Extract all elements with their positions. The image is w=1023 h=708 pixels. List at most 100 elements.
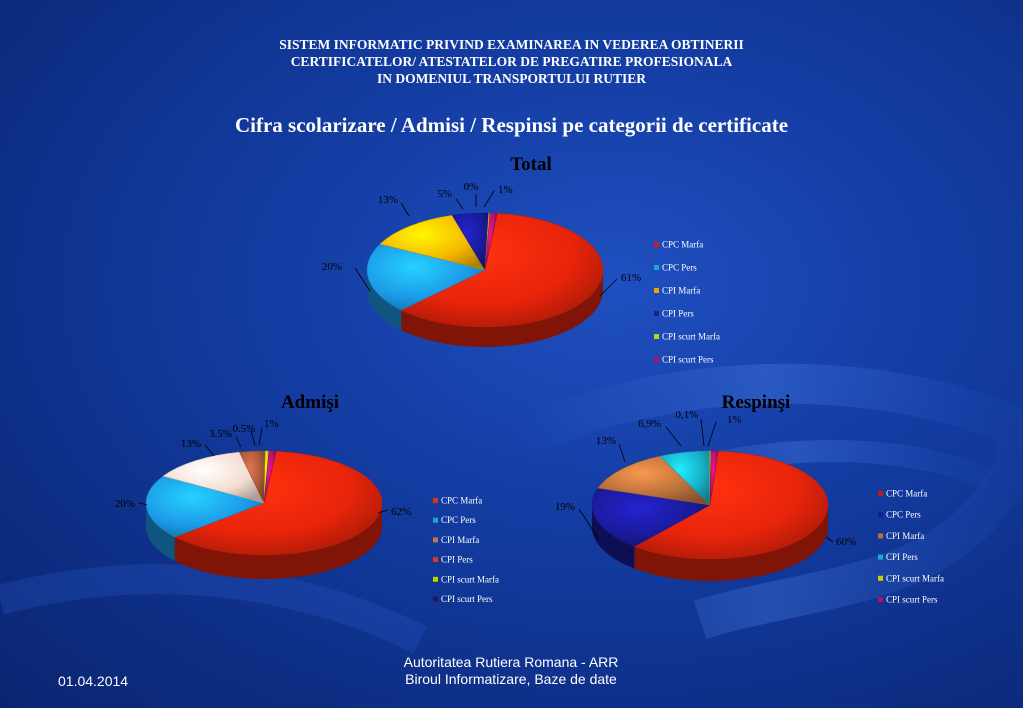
legend-swatch-1-0 — [433, 498, 438, 503]
data-label-2-2: 13% — [596, 435, 616, 447]
legend-swatch-2-2 — [878, 533, 883, 539]
legend-label-2-4: CPI scurt Marfa — [886, 573, 944, 583]
leader-line-0-1 — [354, 267, 371, 292]
leader-line-2-5 — [707, 421, 717, 447]
data-label-2-3: 6,9% — [638, 418, 661, 430]
pie-slice-1-2 — [162, 451, 265, 504]
footer-date: 01.04.2014 — [58, 673, 129, 689]
header-line-3: IN DOMENIUL TRANSPORTULUI RUTIER — [377, 71, 646, 86]
legend-swatch-2-3 — [878, 554, 883, 560]
legend-label-2-5: CPI scurt Pers — [886, 595, 938, 605]
data-label-2-4: 0,1% — [676, 409, 699, 421]
legend-label-0-2: CPI Marfa — [662, 286, 700, 296]
legend-label-0-4: CPI scurt Marfa — [662, 332, 720, 342]
leader-line-0-5 — [483, 190, 495, 208]
pie-slice-2-1 — [591, 487, 711, 547]
legend-label-2-2: CPI Marfa — [886, 531, 924, 541]
leader-line-1-0 — [377, 509, 389, 514]
legend-label-1-0: CPC Marfa — [441, 496, 482, 506]
legend-label-0-3: CPI Pers — [662, 309, 694, 319]
legend-swatch-2-5 — [878, 597, 883, 602]
legend-label-2-1: CPC Pers — [886, 510, 921, 520]
pie-side-0-1 — [367, 270, 402, 331]
footer-org-line-2: Biroul Informatizare, Baze de date — [405, 671, 617, 687]
legend-swatch-1-3 — [433, 557, 438, 563]
data-label-0-5: 1% — [498, 184, 513, 196]
pie-slice-0-1 — [366, 243, 486, 311]
data-label-0-0: 61% — [621, 272, 641, 284]
legend-swatch-0-3 — [654, 311, 659, 316]
leader-line-0-2 — [400, 202, 410, 217]
legend-swatch-0-2 — [654, 288, 659, 293]
legend-swatch-1-2 — [433, 537, 438, 543]
leader-line-2-2 — [618, 443, 626, 463]
legend-swatch-1-4 — [433, 576, 438, 582]
pie-slice-0-2 — [379, 214, 486, 271]
pie-slice-0-5 — [484, 212, 498, 271]
legend-swatch-2-4 — [878, 575, 883, 581]
legend-label-1-1: CPC Pers — [441, 515, 476, 525]
legend-swatch-1-1 — [433, 517, 438, 523]
legend-label-1-4: CPI scurt Marfa — [441, 574, 499, 584]
legend-label-1-2: CPI Marfa — [441, 535, 479, 545]
leader-line-2-1 — [578, 508, 599, 539]
data-label-0-2: 13% — [378, 194, 398, 206]
chart-title-0: Total — [510, 154, 552, 175]
pie-side-0-0 — [401, 270, 603, 347]
legend-label-2-0: CPC Marfa — [886, 489, 927, 499]
leader-line-1-1 — [138, 502, 148, 506]
leader-line-2-3 — [665, 426, 682, 447]
data-label-1-5: 1% — [264, 418, 279, 430]
leader-line-2-4 — [700, 418, 705, 447]
chart-title-1: Admişi — [281, 392, 339, 413]
pie-slice-2-5 — [709, 450, 719, 506]
pie-slice-2-0 — [633, 450, 829, 560]
leader-line-1-5 — [258, 427, 263, 446]
data-label-1-1: 20% — [115, 498, 135, 510]
leader-line-1-3 — [235, 436, 242, 448]
footer-org-line-1: Autoritatea Rutiera Romana - ARR — [403, 654, 619, 670]
pie-chart-1: Admişi 62% 20% 13% 3.5% 0.5% 1% CPC Marfa CPC Pe… — [115, 392, 499, 604]
data-label-2-5: 1% — [727, 414, 742, 426]
data-label-1-0: 62% — [391, 506, 411, 518]
data-label-0-3: 5% — [437, 188, 452, 200]
legend-swatch-0-4 — [654, 334, 659, 339]
header-line-2: CERTIFICATELOR/ ATESTATELOR DE PREGATIRE… — [290, 54, 733, 69]
data-label-0-4: 0% — [464, 181, 479, 193]
data-label-1-4: 0.5% — [233, 423, 256, 435]
page-subtitle: Cifra scolarizare / Admisi / Respinsi pe… — [234, 113, 789, 137]
pie-side-1-1 — [146, 503, 175, 561]
legend-swatch-0-0 — [654, 242, 659, 247]
data-label-1-3: 3.5% — [209, 428, 232, 440]
leader-line-0-0 — [599, 278, 618, 297]
legend-label-2-3: CPI Pers — [886, 552, 918, 562]
pie-slice-2-2 — [597, 455, 711, 506]
pie-slice-1-1 — [145, 475, 265, 538]
chart-title-2: Respinşi — [722, 392, 791, 413]
legend-label-0-1: CPC Pers — [662, 263, 697, 273]
data-label-2-0: 60% — [836, 536, 856, 548]
legend-label-0-0: CPC Marfa — [662, 240, 703, 250]
pie-side-2-0 — [634, 505, 828, 581]
leader-line-2-0 — [825, 536, 834, 543]
legend-label-1-5: CPI scurt Pers — [441, 594, 493, 604]
leader-line-1-4 — [250, 430, 256, 446]
pie-slice-0-0 — [400, 213, 604, 328]
pie-slice-1-5 — [263, 450, 277, 504]
legend-swatch-2-0 — [878, 491, 883, 496]
header-line-1: SISTEM INFORMATIC PRIVIND EXAMINAREA IN … — [279, 37, 744, 52]
pie-slice-1-0 — [174, 451, 383, 556]
legend-swatch-0-5 — [654, 357, 659, 362]
data-label-0-1: 20% — [322, 261, 342, 273]
legend-label-1-3: CPI Pers — [441, 555, 473, 565]
data-label-1-2: 13% — [181, 438, 201, 450]
footer-org: Autoritatea Rutiera Romana - ARR Biroul … — [331, 654, 691, 688]
header: SISTEM INFORMATIC PRIVIND EXAMINAREA IN … — [0, 36, 1023, 87]
leader-line-1-2 — [204, 444, 215, 457]
legend-swatch-2-1 — [878, 512, 883, 518]
data-label-2-1: 19% — [555, 501, 575, 513]
pie-chart-2: Respinşi 60% 19% 13% 6,9% 0,1% 1% CPC Marfa CPC … — [555, 392, 944, 605]
legend-swatch-1-5 — [433, 596, 438, 602]
legend-label-0-5: CPI scurt Pers — [662, 355, 714, 365]
